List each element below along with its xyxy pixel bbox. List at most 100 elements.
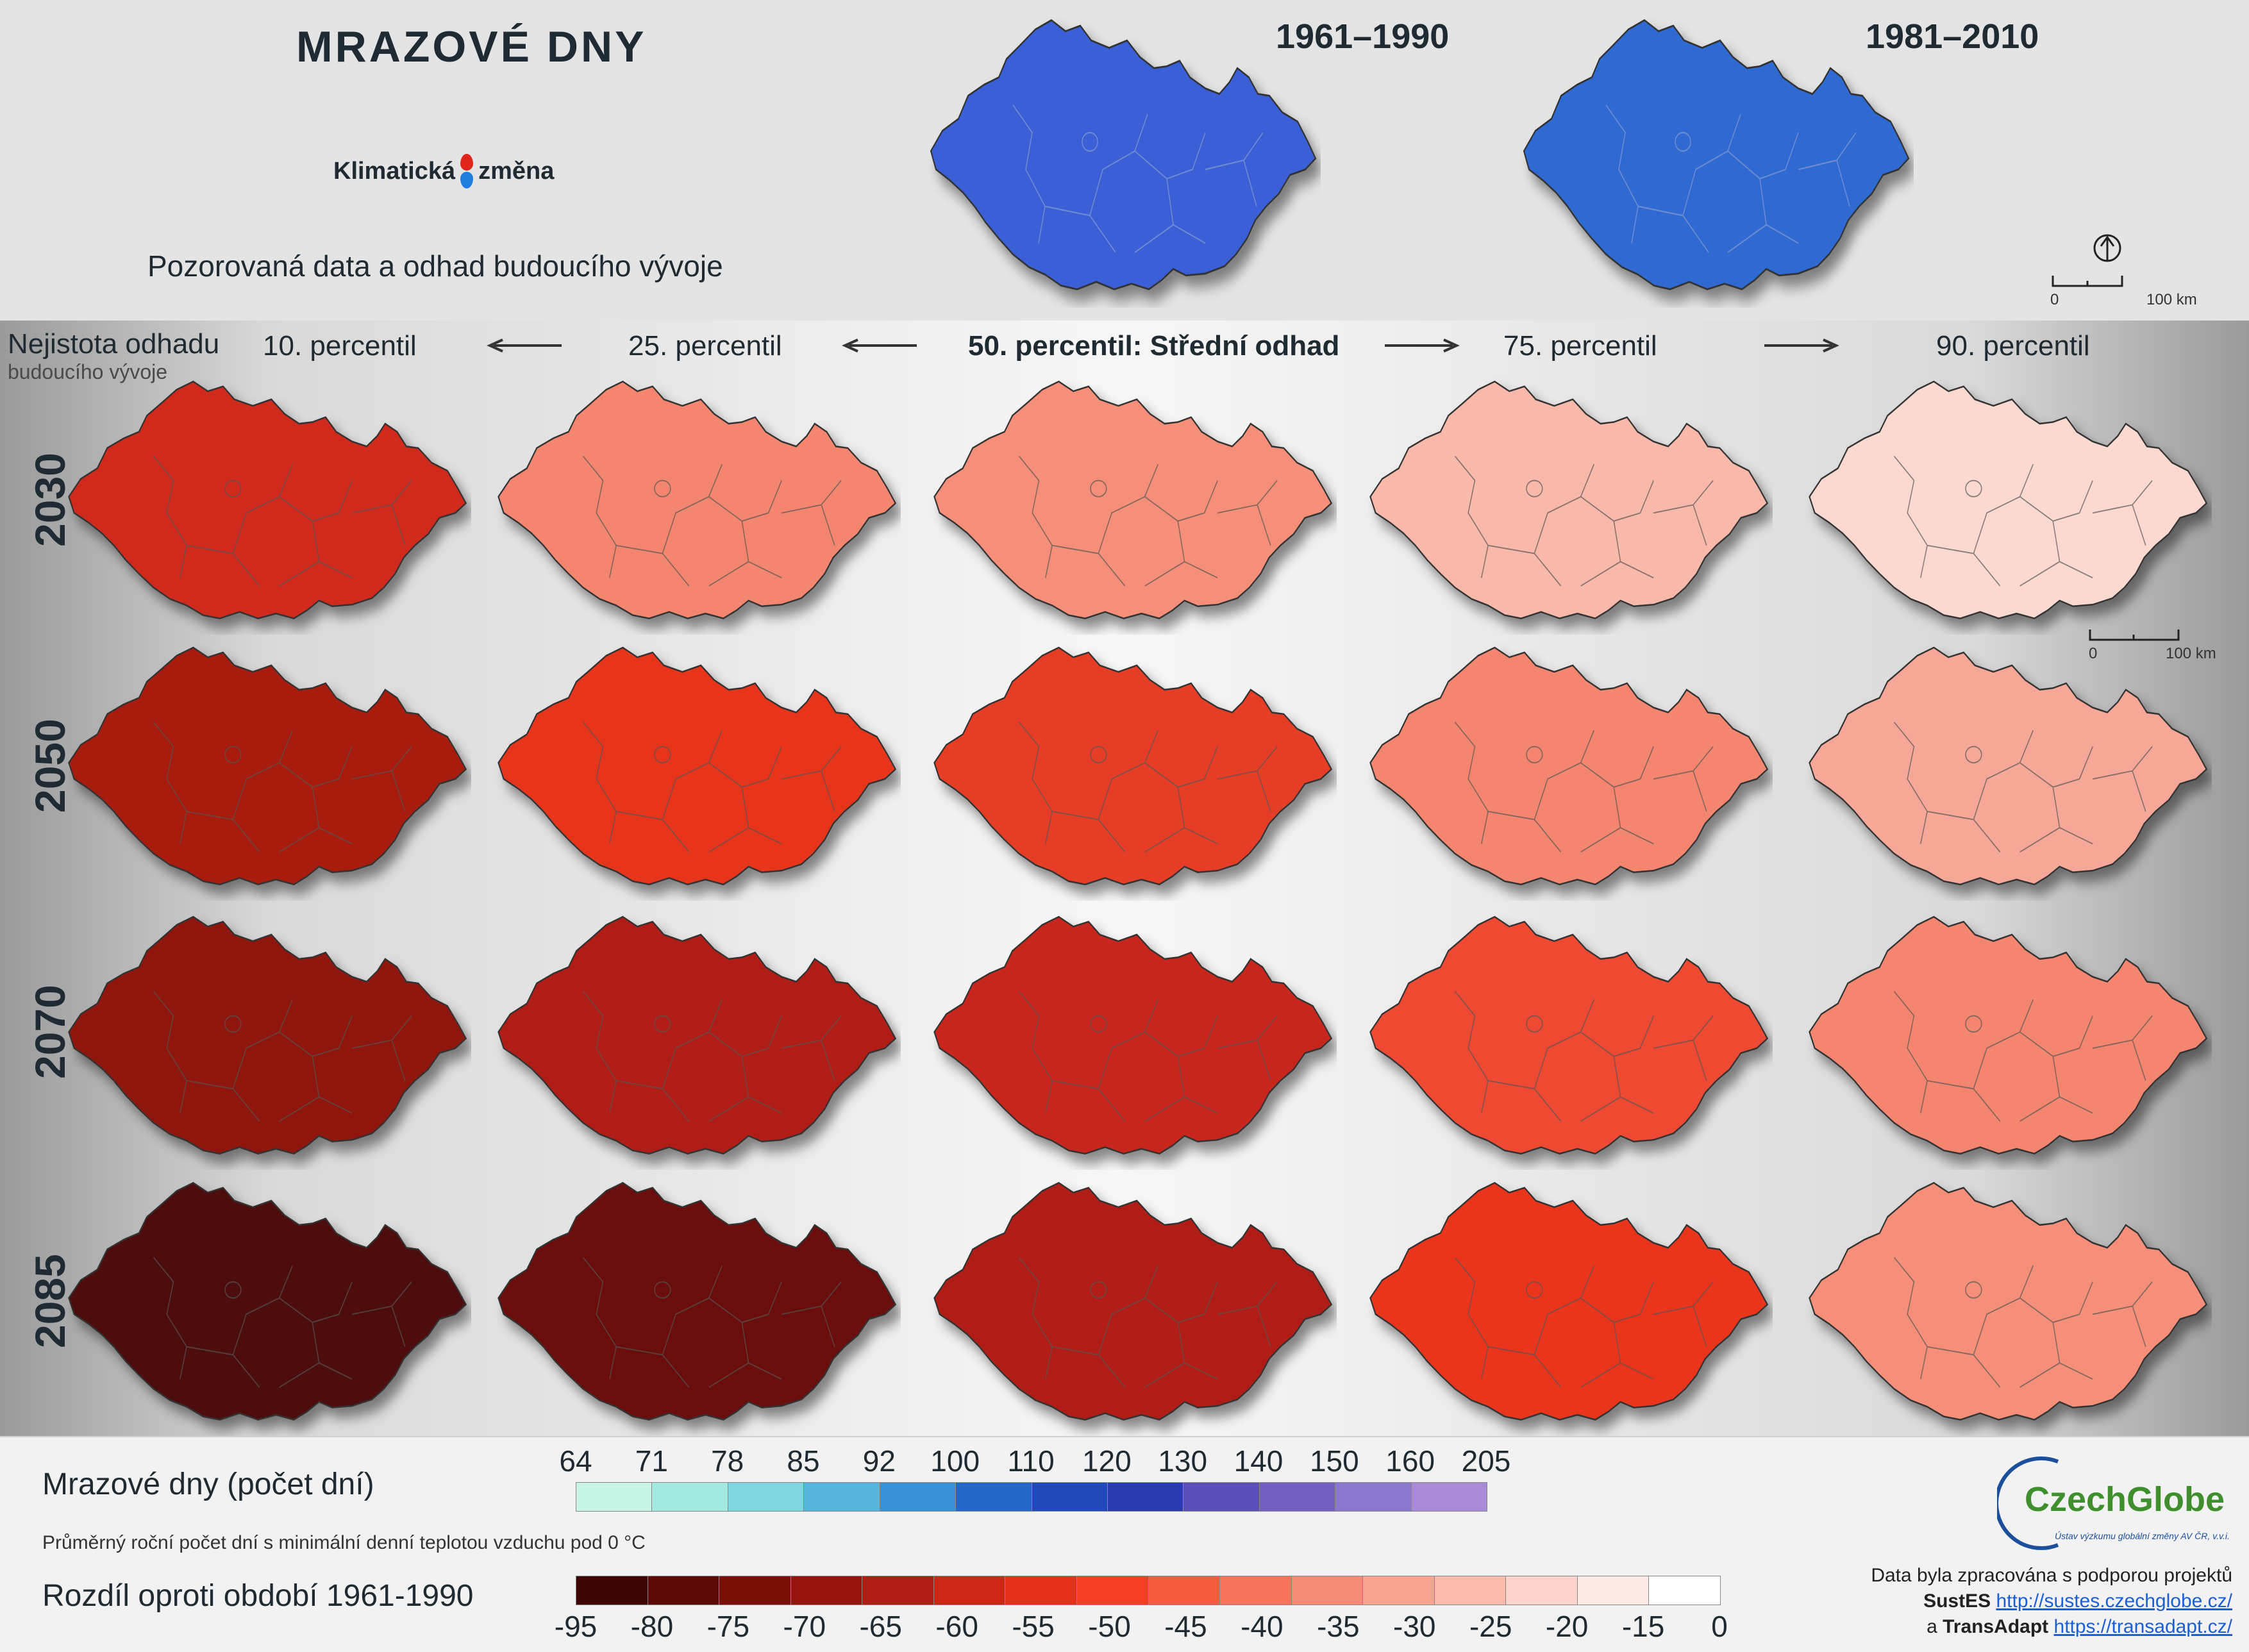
link-sustes[interactable]: http://sustes.czechglobe.cz/ — [1996, 1590, 2232, 1612]
legend-swatch — [576, 1483, 653, 1511]
legend-tick-label: -25 — [1469, 1610, 1512, 1643]
link-transadapt[interactable]: https://transadapt.cz/ — [2053, 1616, 2232, 1637]
legend-swatch — [956, 1483, 1032, 1511]
column-header-p10: 10. percentil — [263, 330, 417, 362]
scale-km-top: 100 km — [2146, 291, 2197, 308]
scale-bar-mid — [2089, 630, 2180, 641]
legend-tick-label: -60 — [935, 1610, 978, 1643]
droplet-icon — [459, 154, 474, 188]
column-header-p25: 25. percentil — [628, 330, 782, 362]
frost-legend-description: Průměrný roční počet dní s minimální den… — [42, 1532, 646, 1553]
legend-tick-label: -55 — [1012, 1610, 1055, 1643]
projection-map-2070-p90 — [1809, 915, 2208, 1155]
projection-map-2030-p50 — [933, 380, 1333, 619]
credits: Data byla zpracována s podporou projektů… — [1784, 1563, 2232, 1640]
legend-tick-label: -40 — [1241, 1610, 1283, 1643]
projection-map-2085-p90 — [1809, 1181, 2208, 1421]
legend-swatch — [1183, 1483, 1260, 1511]
legend-swatch — [1005, 1576, 1077, 1605]
projection-map-2050-p25 — [497, 646, 897, 885]
credits-project-1: SustES http://sustes.czechglobe.cz/ — [1784, 1589, 2232, 1614]
legend-swatch — [1363, 1576, 1435, 1605]
period-label-2: 1981–2010 — [1866, 17, 2039, 56]
period-label-1: 1961–1990 — [1276, 17, 1450, 56]
projection-map-2050-p90 — [1809, 646, 2208, 885]
legend-swatch — [1148, 1576, 1221, 1605]
projection-map-2085-p10 — [68, 1181, 467, 1421]
legend-tick-label: 78 — [711, 1444, 744, 1478]
projection-map-2070-p25 — [497, 915, 897, 1155]
legend-tick-label: 0 — [1711, 1610, 1728, 1643]
legend-swatch — [1032, 1483, 1108, 1511]
legend-swatch — [790, 1576, 863, 1605]
legend-tick-label: 110 — [1007, 1444, 1055, 1478]
legend-swatch — [1076, 1576, 1149, 1605]
legend-tick-label: 100 — [930, 1444, 980, 1478]
project-name-sustes: SustES — [1923, 1590, 1991, 1612]
projection-map-2070-p10 — [68, 915, 467, 1155]
projection-map-2070-p50 — [933, 915, 1333, 1155]
legend-swatch — [1411, 1483, 1487, 1511]
legend-tick-label: -65 — [859, 1610, 902, 1643]
scale-zero-mid: 0 — [2089, 645, 2098, 662]
legend-tick-label: -50 — [1088, 1610, 1131, 1643]
legend-tick-label: -20 — [1545, 1610, 1589, 1643]
projection-map-2070-p75 — [1369, 915, 1769, 1155]
legend-swatch — [880, 1483, 957, 1511]
projection-map-2030-p10 — [68, 380, 467, 619]
legend-tick-label: -15 — [1621, 1610, 1665, 1643]
legend-swatch — [1649, 1576, 1720, 1605]
logo-word-2: změna — [478, 157, 555, 185]
legend-tick-label: 64 — [559, 1444, 592, 1478]
projection-map-2030-p90 — [1809, 380, 2208, 619]
legend-tick-label: 85 — [787, 1444, 820, 1478]
legend-tick-label: 205 — [1461, 1444, 1511, 1478]
arrow-right-icon — [1385, 338, 1460, 353]
legend-tick-label: 160 — [1385, 1444, 1435, 1478]
legend-tick-label: 71 — [635, 1444, 668, 1478]
legend-swatch — [933, 1576, 1006, 1605]
subtitle: Pozorovaná data a odhad budoucího vývoje — [147, 249, 723, 283]
legend-tick-label: -80 — [630, 1610, 674, 1643]
diff-color-ramp — [576, 1576, 1721, 1605]
czechglobe-logo-subtext: Ústav výzkumu globální změny AV ČR, v.v.… — [2055, 1531, 2230, 1541]
projection-map-2085-p75 — [1369, 1181, 1769, 1421]
czechglobe-logo-icon — [1997, 1456, 2059, 1550]
arrow-left-icon — [842, 338, 917, 353]
legend-swatch — [719, 1576, 791, 1605]
legend-tick-label: -70 — [783, 1610, 826, 1643]
baseline-map-1961-1990 — [930, 19, 1317, 290]
legend-swatch — [1577, 1576, 1650, 1605]
legend-tick-label: 150 — [1309, 1444, 1359, 1478]
legend-tick-label: -95 — [554, 1610, 598, 1643]
scale-bar-top — [2052, 276, 2123, 287]
legend-swatch — [1506, 1576, 1578, 1605]
projection-map-2050-p10 — [68, 646, 467, 885]
frost-legend-title: Mrazové dny (počet dní) — [42, 1467, 374, 1501]
credits-line: Data byla zpracována s podporou projektů — [1871, 1565, 2232, 1586]
klimaticka-zmena-logo: Klimatická změna — [333, 154, 554, 188]
czechglobe-logo-text: CzechGlobe — [2025, 1480, 2225, 1519]
frost-color-ramp — [576, 1482, 1487, 1512]
projection-map-2030-p75 — [1369, 380, 1769, 619]
legend-tick-label: 120 — [1082, 1444, 1132, 1478]
north-arrow-icon — [2093, 234, 2121, 262]
projection-map-2085-p50 — [933, 1181, 1333, 1421]
legend-swatch — [576, 1576, 648, 1605]
legend-swatch — [1220, 1576, 1292, 1605]
arrow-left-icon — [487, 338, 562, 353]
column-header-p75: 75. percentil — [1503, 330, 1657, 362]
logo-word-1: Klimatická — [333, 157, 456, 185]
baseline-map-1981-2010 — [1523, 19, 1910, 290]
diff-legend-title: Rozdíl oproti období 1961-1990 — [42, 1579, 474, 1613]
column-header-p90: 90. percentil — [1936, 330, 2090, 362]
legend-tick-label: -75 — [706, 1610, 750, 1643]
legend-swatch — [652, 1483, 728, 1511]
legend-tick-label: 140 — [1233, 1444, 1283, 1478]
uncertainty-label: Nejistota odhadu — [8, 328, 220, 360]
legend-swatch — [1291, 1576, 1364, 1605]
projection-map-2050-p75 — [1369, 646, 1769, 885]
arrow-right-icon — [1764, 338, 1839, 353]
legend-swatch — [728, 1483, 805, 1511]
map-title: MRAZOVÉ DNY — [296, 22, 647, 71]
